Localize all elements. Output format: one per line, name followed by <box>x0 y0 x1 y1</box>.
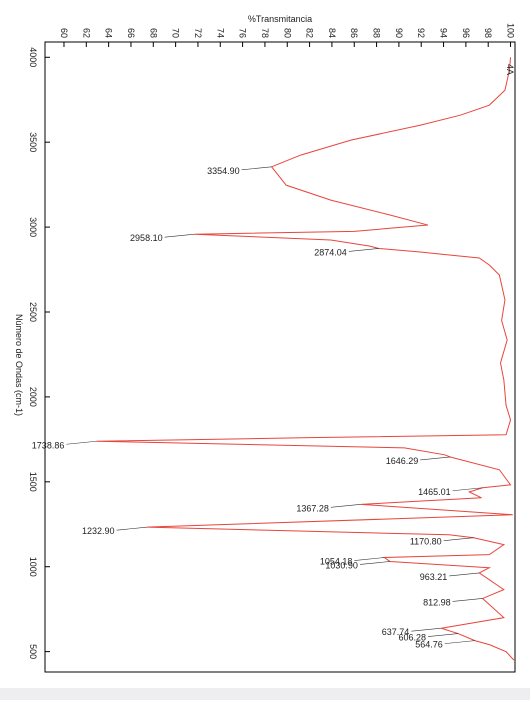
x-tick-label: 86 <box>349 28 359 38</box>
peak-leader <box>330 504 361 508</box>
y-axis-label: Número de Ondas (cm-1) <box>14 314 24 416</box>
peak-leader <box>420 456 451 461</box>
x-tick-label: 78 <box>260 28 270 38</box>
peak-leader <box>411 627 442 632</box>
peak-label: 3354.90 <box>207 166 240 176</box>
x-tick-label: 80 <box>282 28 292 38</box>
y-tick-label: 500 <box>28 644 38 659</box>
peak-leader <box>66 440 97 445</box>
x-tick-label: 98 <box>483 28 493 38</box>
x-tick-label: 68 <box>148 28 158 38</box>
peak-leader <box>444 640 475 644</box>
peak-leader <box>116 526 147 531</box>
peak-label: 1030.90 <box>325 560 358 570</box>
x-tick-label: 62 <box>81 28 91 38</box>
y-tick-label: 1500 <box>28 472 38 492</box>
y-tick-label: 3000 <box>28 217 38 237</box>
x-tick-label: 66 <box>126 28 136 38</box>
peak-leader <box>428 633 459 637</box>
peak-label: 2958.10 <box>130 233 163 243</box>
peak-label: 963.21 <box>420 572 448 582</box>
peak-label: 812.98 <box>423 597 451 607</box>
peak-leader <box>359 561 390 565</box>
peak-label: 1465.01 <box>418 487 451 497</box>
x-tick-label: 88 <box>372 28 382 38</box>
x-tick-label: 82 <box>305 28 315 38</box>
plot-frame <box>44 41 516 673</box>
x-tick-label: 94 <box>439 28 449 38</box>
x-tick-label: 76 <box>238 28 248 38</box>
x-tick-label: 90 <box>394 28 404 38</box>
x-tick-label: 96 <box>461 28 471 38</box>
y-tick-label: 2000 <box>28 387 38 407</box>
peak-label: 1170.80 <box>410 537 442 547</box>
x-tick-label: 74 <box>215 28 225 38</box>
peak-leader <box>449 572 480 577</box>
x-tick-label: 100 <box>506 23 516 38</box>
y-tick-label: 4000 <box>28 47 38 67</box>
footer-bar <box>0 688 530 700</box>
peak-leader <box>241 166 272 171</box>
annotation: 4A <box>505 64 515 75</box>
y-tick-label: 2500 <box>28 302 38 322</box>
y-tick-label: 3500 <box>28 132 38 152</box>
peak-label: 2874.04 <box>314 247 347 257</box>
peak-leader <box>348 248 379 252</box>
y-tick-label: 1000 <box>28 557 38 577</box>
peak-label: 1054.18 <box>320 557 353 567</box>
x-tick-label: 64 <box>104 28 114 38</box>
x-tick-label: 92 <box>416 28 426 38</box>
peak-label: 1232.90 <box>82 526 115 536</box>
x-tick-label: 60 <box>59 28 69 38</box>
peak-leader <box>164 233 195 238</box>
x-tick-label: 70 <box>171 28 181 38</box>
x-tick-label: 84 <box>327 28 337 38</box>
peak-leader <box>354 557 385 561</box>
peak-label: 606.28 <box>399 633 427 643</box>
peak-label: 637.74 <box>382 627 410 637</box>
spectrum-line <box>96 57 515 661</box>
peak-leader <box>452 598 483 602</box>
peak-label: 1738.86 <box>32 440 65 450</box>
chart-title: %Transmitancia <box>248 14 312 24</box>
peak-label: 1646.29 <box>386 456 419 466</box>
peak-leader <box>443 537 474 542</box>
peak-label: 1367.28 <box>296 503 329 513</box>
x-tick-label: 72 <box>193 28 203 38</box>
peak-leader <box>452 487 483 492</box>
peak-label: 564.76 <box>415 640 443 650</box>
